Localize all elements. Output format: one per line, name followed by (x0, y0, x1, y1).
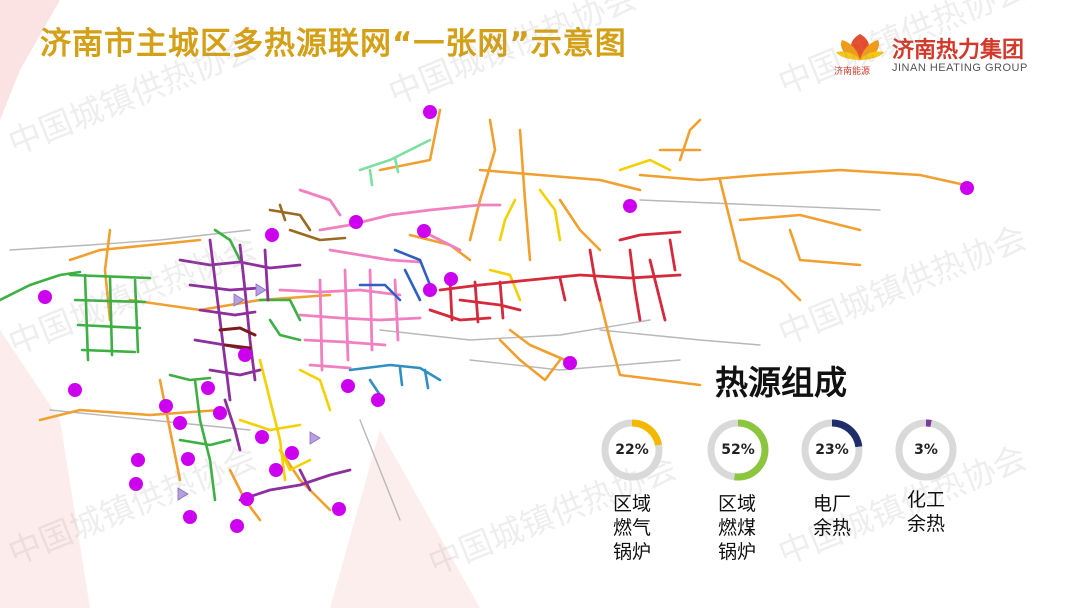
heat-source-marker (38, 290, 52, 304)
legend-label-coal-boiler: 区域 燃煤 锅炉 (717, 493, 756, 563)
heat-source-marker (131, 453, 145, 467)
heat-source-marker (230, 519, 244, 533)
donut-chemical-waste-heat: 3% (893, 417, 959, 483)
donut-gas-boiler: 22% (599, 417, 665, 483)
heat-source-marker (444, 272, 458, 286)
network-red (428, 230, 682, 324)
heat-source-marker (213, 406, 227, 420)
network-yellow (238, 158, 672, 482)
heat-source-marker (423, 105, 437, 119)
heat-source-marker (341, 379, 355, 393)
heat-source-marker (563, 356, 577, 370)
network-maroon (218, 326, 257, 350)
heat-source-markers (38, 105, 974, 533)
heat-source-marker (960, 181, 974, 195)
network-green (0, 228, 302, 502)
pump-station-markers (177, 283, 321, 501)
lotus-logo-icon (836, 34, 884, 60)
donut-power-plant-waste-heat: 23% (799, 417, 865, 483)
legend-label-gas-boiler: 区域 燃气 锅炉 (612, 493, 651, 563)
logo-sub-brand: 济南能源 (834, 67, 871, 77)
network-orange (38, 108, 967, 522)
heat-source-marker (417, 224, 431, 238)
donut-chart (801, 419, 863, 481)
heat-source-marker (423, 283, 437, 297)
heat-source-marker (623, 199, 637, 213)
donut-chart (895, 419, 957, 481)
donut-coal-boiler: 52% (705, 417, 771, 483)
heat-source-marker (181, 452, 195, 466)
heat-source-marker (201, 381, 215, 395)
network-purple (178, 238, 352, 502)
pump-station-icon (255, 283, 267, 297)
pump-station-icon (233, 293, 245, 307)
donut-chart (601, 419, 663, 481)
heat-source-marker (349, 215, 363, 229)
network-pink (278, 188, 502, 372)
heat-source-marker (238, 348, 252, 362)
legend-label-power-plant-waste-heat: 电厂 余热 (812, 493, 851, 539)
network-blue (358, 248, 432, 302)
heat-source-marker (129, 477, 143, 491)
pump-station-icon (309, 431, 321, 445)
donut-percent: 52% (721, 442, 755, 458)
logo-name-en: JINAN HEATING GROUP (892, 62, 1028, 74)
heat-source-marker (265, 228, 279, 242)
heat-source-marker (68, 383, 82, 397)
page-title: 济南市主城区多热源联网“一张网”示意图 (40, 26, 627, 62)
heat-source-marker (269, 463, 283, 477)
logo-name-cn: 济南热力集团 (892, 38, 1025, 63)
background-roads (9, 199, 881, 521)
donut-percent: 22% (615, 442, 649, 458)
heat-source-marker (285, 446, 299, 460)
heat-source-marker (173, 416, 187, 430)
heating-network-map (0, 105, 974, 533)
heat-source-marker (371, 393, 385, 407)
legend-title: 热源组成 (715, 363, 847, 402)
heat-source-marker (255, 430, 269, 444)
network-teal (348, 363, 442, 397)
network-brown (268, 203, 347, 242)
legend-label-chemical-waste-heat: 化工 余热 (906, 489, 945, 535)
donut-percent: 3% (914, 442, 938, 458)
heat-source-marker (159, 399, 173, 413)
donut-chart (707, 419, 769, 481)
company-logo: 济南能源 济南热力集团 JINAN HEATING GROUP (832, 30, 1042, 80)
donut-percent: 23% (815, 442, 849, 458)
network-mint (358, 138, 432, 187)
pump-station-icon (177, 487, 189, 501)
heat-source-marker (183, 510, 197, 524)
heat-source-marker (332, 502, 346, 516)
heat-source-marker (240, 492, 254, 506)
